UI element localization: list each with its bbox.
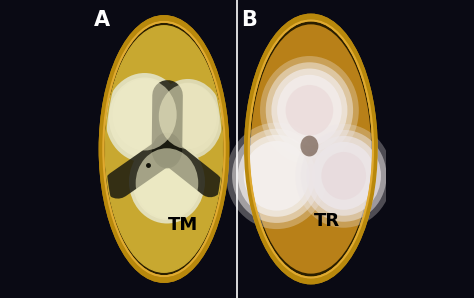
- Ellipse shape: [301, 136, 319, 156]
- Ellipse shape: [101, 18, 227, 280]
- Text: TR: TR: [314, 212, 340, 229]
- Ellipse shape: [136, 148, 198, 218]
- Text: A: A: [94, 10, 110, 30]
- Ellipse shape: [295, 124, 392, 228]
- Ellipse shape: [272, 69, 347, 152]
- Ellipse shape: [129, 140, 205, 224]
- Ellipse shape: [277, 75, 342, 146]
- Ellipse shape: [105, 26, 223, 272]
- Ellipse shape: [238, 135, 315, 217]
- Ellipse shape: [153, 79, 223, 159]
- Ellipse shape: [152, 133, 182, 168]
- Ellipse shape: [159, 83, 217, 149]
- Ellipse shape: [133, 144, 201, 220]
- Ellipse shape: [226, 122, 327, 229]
- Ellipse shape: [247, 16, 375, 282]
- Ellipse shape: [105, 73, 184, 162]
- Ellipse shape: [306, 136, 381, 216]
- Ellipse shape: [156, 83, 219, 156]
- Ellipse shape: [109, 77, 181, 158]
- Ellipse shape: [266, 62, 353, 158]
- Ellipse shape: [244, 141, 310, 211]
- Ellipse shape: [321, 152, 366, 200]
- Ellipse shape: [251, 24, 371, 274]
- Ellipse shape: [113, 79, 177, 150]
- Ellipse shape: [285, 85, 333, 136]
- Text: B: B: [241, 10, 257, 30]
- Text: TM: TM: [168, 216, 199, 234]
- Ellipse shape: [312, 142, 375, 210]
- Ellipse shape: [232, 129, 321, 223]
- Ellipse shape: [260, 56, 359, 164]
- Ellipse shape: [301, 130, 386, 222]
